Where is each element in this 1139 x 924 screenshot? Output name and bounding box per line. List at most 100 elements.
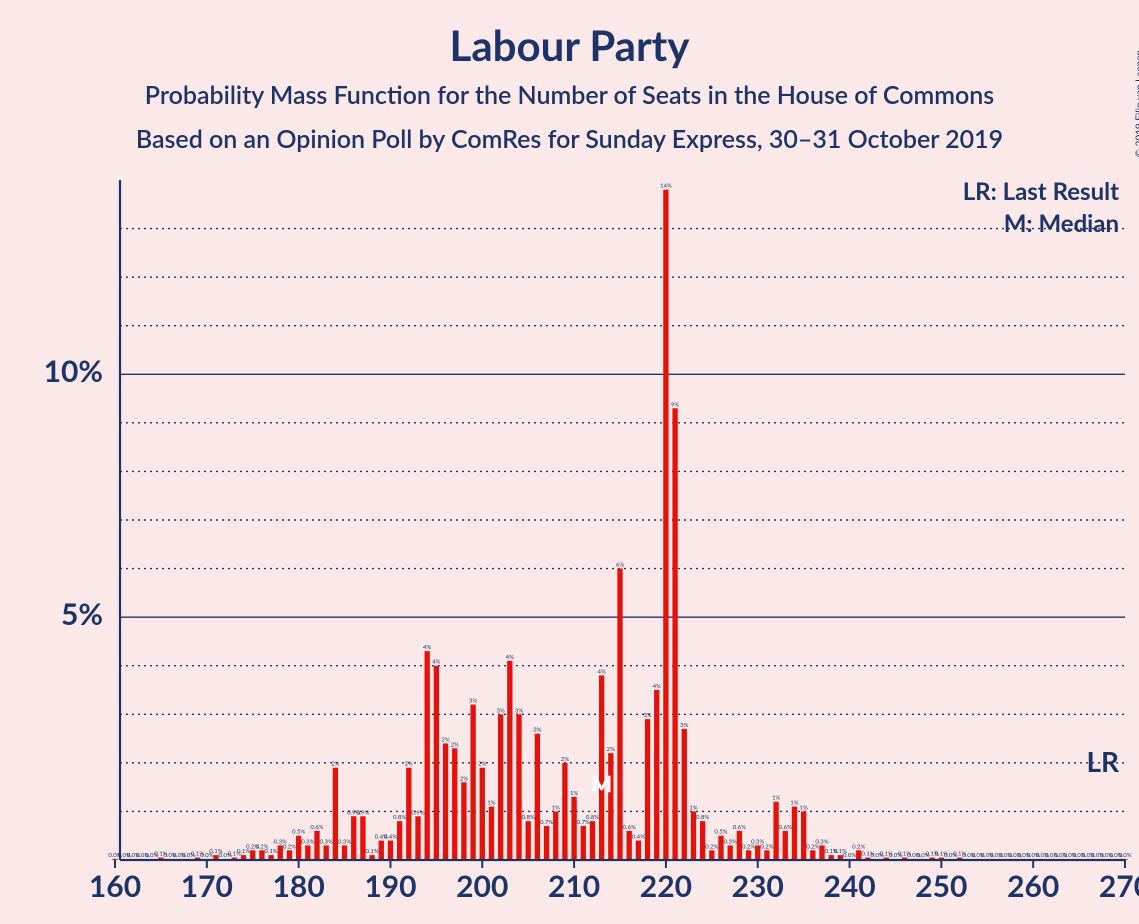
- pmf-bar: [351, 816, 356, 860]
- x-axis-tick-label: 270: [1099, 868, 1139, 904]
- x-axis-tick-label: 210: [548, 868, 600, 904]
- bar-value-label: 0.4%: [632, 834, 645, 841]
- bar-value-label: 3%: [643, 712, 651, 719]
- pmf-bar: [617, 569, 622, 860]
- pmf-bar: [746, 850, 751, 860]
- bar-value-label: 0.5%: [292, 829, 305, 836]
- pmf-bar: [581, 826, 586, 860]
- bar-value-label: 4%: [432, 659, 440, 666]
- bar-value-label: 0.2%: [705, 843, 718, 850]
- pmf-bar: [571, 797, 576, 860]
- chart-subtitle-2: Based on an Opinion Poll by ComRes for S…: [0, 110, 1139, 154]
- bar-value-label: 0.7%: [540, 819, 553, 826]
- pmf-bar: [489, 807, 494, 860]
- bar-value-label: 1%: [487, 800, 495, 807]
- bar-value-label: 6%: [616, 562, 624, 569]
- pmf-bar: [470, 705, 475, 860]
- pmf-bar: [728, 845, 733, 860]
- pmf-bar: [342, 845, 347, 860]
- bar-value-label: 2%: [331, 761, 339, 768]
- pmf-bar: [636, 841, 641, 860]
- bar-value-label: 2%: [441, 736, 449, 743]
- x-axis-tick-label: 220: [640, 868, 692, 904]
- pmf-bar: [544, 826, 549, 860]
- bar-value-label: 9%: [671, 401, 679, 408]
- pmf-bar: [250, 850, 255, 860]
- bar-value-label: 3%: [469, 698, 477, 705]
- pmf-bar: [654, 690, 659, 860]
- bar-value-label: 0.3%: [724, 838, 737, 845]
- x-axis-tick-label: 250: [915, 868, 967, 904]
- pmf-bar: [562, 763, 567, 860]
- median-marker: M: [591, 770, 612, 797]
- pmf-bar: [425, 651, 430, 860]
- pmf-bar: [305, 845, 310, 860]
- y-axis-tick-label: 5%: [61, 596, 103, 632]
- pmf-bar: [801, 811, 806, 860]
- bar-value-label: 0.6%: [623, 824, 636, 831]
- pmf-bar: [388, 841, 393, 860]
- x-axis-tick-label: 180: [273, 868, 325, 904]
- pmf-bar: [645, 719, 650, 860]
- pmf-bar: [700, 821, 705, 860]
- pmf-bar: [663, 190, 668, 860]
- x-axis-tick-label: 190: [364, 868, 416, 904]
- bar-value-label: 0.1%: [264, 848, 277, 855]
- bar-value-label: 2%: [460, 775, 468, 782]
- legend-lr: LR: Last Result: [963, 177, 1119, 206]
- bar-value-label: 0.8%: [393, 814, 406, 821]
- bar-value-label: 0.1%: [365, 848, 378, 855]
- pmf-bar: [498, 714, 503, 860]
- bar-value-label: 3%: [680, 722, 688, 729]
- pmf-bar-chart: 5%10%0.0%0.0%0.0%0.0%0.0%0.1%0.0%0.0%0.0…: [115, 180, 1125, 860]
- bar-value-label: 1%: [552, 804, 560, 811]
- y-axis-tick-label: 10%: [44, 353, 103, 389]
- bar-value-label: 4%: [506, 654, 514, 661]
- pmf-bar: [535, 734, 540, 860]
- legend-m: M: Median: [1004, 209, 1119, 238]
- bar-value-label: 1%: [790, 800, 798, 807]
- pmf-bar: [792, 807, 797, 860]
- bar-value-label: 0.6%: [779, 824, 792, 831]
- pmf-bar: [415, 816, 420, 860]
- last-result-label: LR: [1086, 744, 1120, 778]
- pmf-bar: [516, 714, 521, 860]
- bar-value-label: 4%: [597, 668, 605, 675]
- x-axis-tick-label: 240: [823, 868, 875, 904]
- bar-value-label: 0.8%: [586, 814, 599, 821]
- bar-value-label: 0.6%: [310, 824, 323, 831]
- bar-value-label: 3%: [496, 707, 504, 714]
- chart-subtitle-1: Probability Mass Function for the Number…: [0, 70, 1139, 110]
- pmf-bar: [461, 782, 466, 860]
- x-axis-tick-label: 160: [89, 868, 141, 904]
- bar-value-label: 0.5%: [714, 829, 727, 836]
- bar-value-label: 4%: [423, 644, 431, 651]
- bar-value-label: 0.2%: [760, 843, 773, 850]
- pmf-bar: [480, 768, 485, 860]
- bar-value-label: 0.3%: [301, 838, 314, 845]
- pmf-bar: [397, 821, 402, 860]
- bar-value-label: 0.6%: [733, 824, 746, 831]
- bar-value-label: 0.2%: [283, 843, 296, 850]
- x-axis-tick-label: 170: [181, 868, 233, 904]
- bar-value-label: 0.3%: [815, 838, 828, 845]
- pmf-bar: [709, 850, 714, 860]
- bar-value-label: 2%: [405, 761, 413, 768]
- bar-value-label: 0.8%: [696, 814, 709, 821]
- pmf-bar: [324, 845, 329, 860]
- pmf-bar: [526, 821, 531, 860]
- bar-value-label: 0.9%: [356, 809, 369, 816]
- pmf-bar: [452, 748, 457, 860]
- pmf-bar: [443, 743, 448, 860]
- pmf-bar: [810, 850, 815, 860]
- pmf-bar: [379, 841, 384, 860]
- bar-value-label: 0.3%: [320, 838, 333, 845]
- pmf-bar: [682, 729, 687, 860]
- bar-value-label: 0.9%: [411, 809, 424, 816]
- pmf-bar: [783, 831, 788, 860]
- bar-value-label: 4%: [653, 683, 661, 690]
- bar-value-label: 1%: [799, 804, 807, 811]
- pmf-bar: [333, 768, 338, 860]
- bar-value-label: 1%: [772, 795, 780, 802]
- bar-value-label: 0.2%: [852, 843, 865, 850]
